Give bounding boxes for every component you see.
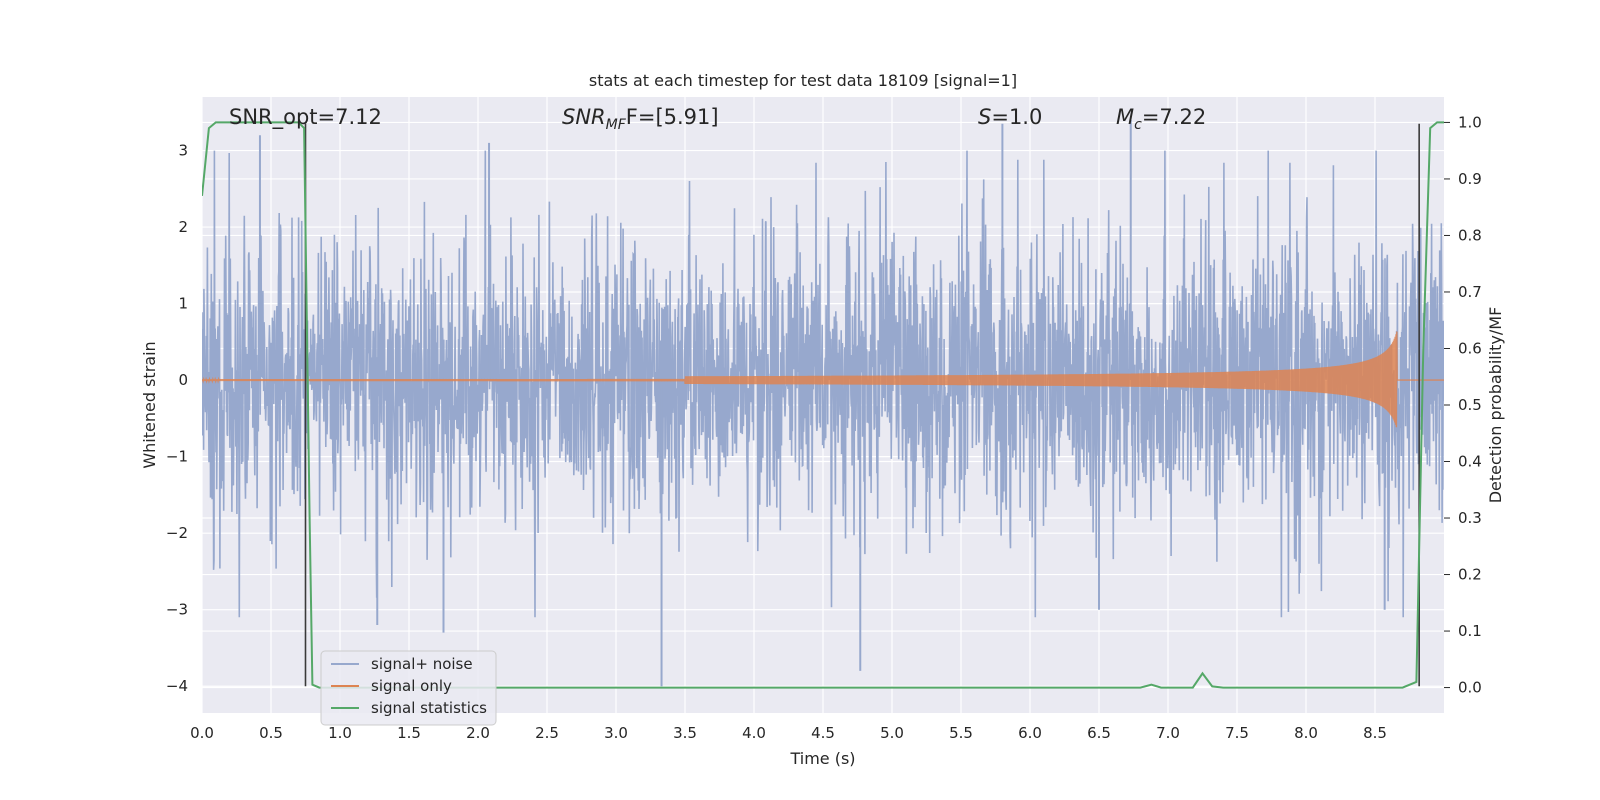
legend-label-signal-statistics: signal statistics [371, 699, 487, 717]
y-right-tick-label: 0.6 [1458, 339, 1482, 357]
legend-label-signal-only: signal only [371, 677, 452, 695]
annotation-mc-sub: c [1134, 117, 1142, 133]
x-tick-label: 5.0 [880, 724, 904, 742]
y-axis-label-left: Whitened strain [140, 341, 159, 468]
y-right-tick-label: 0.0 [1458, 679, 1482, 697]
annotation-s: S=1.0 [978, 105, 1042, 129]
y-left-tick-label: 2 [178, 218, 188, 236]
annotation-snr-mf-sub: MF [606, 117, 627, 133]
x-axis-label: Time (s) [789, 749, 855, 768]
y-left-tick-label: −2 [166, 524, 188, 542]
x-tick-label: 2.5 [535, 724, 559, 742]
annotation-s-rest: =1.0 [991, 105, 1042, 129]
y-right-tick-label: 0.9 [1458, 170, 1482, 188]
x-tick-label: 6.0 [1018, 724, 1042, 742]
x-tick-label: 3.0 [604, 724, 628, 742]
y-axis-label-right: Detection probability/MF [1486, 307, 1505, 504]
y-left-tick-label: −1 [166, 448, 188, 466]
axis-ticks: 0.0 0.5 1.0 1.5 2.0 2.5 3.0 3.5 4.0 4.5 5.0 5.5 6.0 6… [166, 113, 1482, 742]
y-right-tick-label: 0.4 [1458, 453, 1482, 471]
annotation-mc: Mc=7.22 [1116, 105, 1206, 133]
x-tick-label: 6.5 [1087, 724, 1111, 742]
y-right-tick-label: 1.0 [1458, 113, 1482, 131]
x-tick-label: 7.5 [1225, 724, 1249, 742]
x-tick-label: 0.5 [259, 724, 283, 742]
legend: signal+ noise signal only signal statist… [320, 650, 497, 726]
x-tick-label: 3.5 [673, 724, 697, 742]
x-tick-label: 8.0 [1294, 724, 1318, 742]
x-tick-label: 5.5 [949, 724, 973, 742]
annotation-snr-mf-main: SNR [562, 105, 606, 129]
y-right-tick-label: 0.7 [1458, 283, 1482, 301]
chart-title: stats at each timestep for test data 181… [589, 71, 1017, 90]
x-tick-label: 8.5 [1363, 724, 1387, 742]
annotation-snr-opt: SNR_opt=7.12 [229, 105, 382, 130]
legend-label-signal-noise: signal+ noise [371, 655, 473, 673]
x-tick-label: 0.0 [190, 724, 214, 742]
annotation-s-main: S [978, 105, 991, 129]
y-left-tick-label: 1 [178, 295, 188, 313]
annotation-snr-mf-rest: F=[5.91] [626, 105, 719, 129]
y-right-tick-label: 0.8 [1458, 226, 1482, 244]
annotation-mc-rest: =7.22 [1142, 105, 1206, 129]
x-tick-label: 4.0 [742, 724, 766, 742]
y-left-tick-label: 0 [178, 371, 188, 389]
y-right-tick-label: 0.5 [1458, 396, 1482, 414]
x-tick-label: 4.5 [811, 724, 835, 742]
series-signal-only-line [202, 331, 1444, 428]
x-tick-label: 1.0 [328, 724, 352, 742]
y-right-tick-label: 0.1 [1458, 622, 1482, 640]
x-tick-label: 7.0 [1156, 724, 1180, 742]
plot-area [201, 97, 1444, 713]
x-tick-label: 2.0 [466, 724, 490, 742]
y-left-tick-label: −4 [166, 677, 188, 695]
y-left-tick-label: −3 [166, 601, 188, 619]
series-signal-noise-line [202, 150, 1444, 618]
y-right-tick-label: 0.3 [1458, 509, 1482, 527]
annotations: SNR_opt=7.12 SNRMFF=[5.91] S=1.0 Mc=7.22 [229, 105, 1206, 133]
x-tick-label: 1.5 [397, 724, 421, 742]
series-signal-statistics-line [202, 121, 1444, 689]
y-left-tick-label: 3 [178, 142, 188, 160]
legend-box [320, 650, 497, 726]
y-right-tick-label: 0.2 [1458, 566, 1482, 584]
annotation-snr-mf: SNRMFF=[5.91] [562, 105, 719, 133]
annotation-mc-main: M [1116, 105, 1134, 129]
